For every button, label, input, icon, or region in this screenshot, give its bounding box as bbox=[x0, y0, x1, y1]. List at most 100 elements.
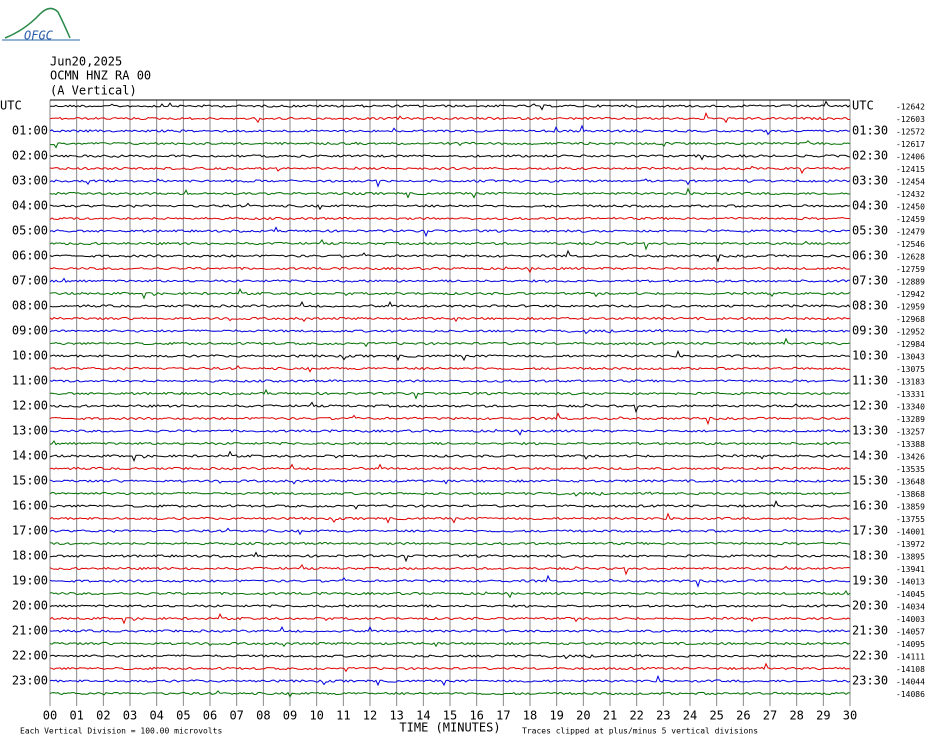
offset-label: -12984 bbox=[896, 340, 925, 349]
right-time-label: 09:30 bbox=[852, 324, 888, 338]
left-time-label: 14:00 bbox=[12, 449, 48, 463]
left-time-label: 08:00 bbox=[12, 299, 48, 313]
trace bbox=[49, 674, 851, 687]
trace bbox=[49, 277, 851, 283]
trace bbox=[49, 527, 851, 536]
offset-label: -12942 bbox=[896, 290, 925, 299]
trace bbox=[49, 379, 851, 383]
right-time-label: 13:30 bbox=[852, 424, 888, 438]
offset-label: -12952 bbox=[896, 328, 925, 337]
offset-label: -13043 bbox=[896, 353, 925, 362]
trace bbox=[49, 653, 851, 660]
trace bbox=[49, 463, 851, 471]
left-time-label: 10:00 bbox=[12, 349, 48, 363]
x-tick-label: 15 bbox=[443, 709, 457, 723]
x-tick-label: 08 bbox=[256, 709, 270, 723]
x-tick-label: 24 bbox=[683, 709, 697, 723]
right-time-label: 04:30 bbox=[852, 199, 888, 213]
trace bbox=[49, 401, 851, 414]
offset-label: -14013 bbox=[896, 578, 925, 587]
right-time-label: 18:30 bbox=[852, 549, 888, 563]
x-tick-label: 18 bbox=[523, 709, 537, 723]
x-tick-label: 10 bbox=[309, 709, 323, 723]
trace bbox=[49, 316, 851, 323]
offset-label: -14108 bbox=[896, 665, 925, 674]
left-time-label: 03:00 bbox=[12, 174, 48, 188]
trace bbox=[49, 563, 851, 576]
left-time-label: 19:00 bbox=[12, 574, 48, 588]
x-tick-label: 12 bbox=[363, 709, 377, 723]
trace bbox=[49, 500, 851, 510]
left-time-label: 04:00 bbox=[12, 199, 48, 213]
offset-label: -13972 bbox=[896, 540, 925, 549]
right-time-label: 17:30 bbox=[852, 524, 888, 538]
trace bbox=[49, 124, 851, 136]
right-time-label: 03:30 bbox=[852, 174, 888, 188]
right-time-label: 05:30 bbox=[852, 224, 888, 238]
right-time-label: 11:30 bbox=[852, 374, 888, 388]
x-tick-label: 11 bbox=[336, 709, 350, 723]
trace bbox=[49, 541, 851, 546]
offset-label: -14001 bbox=[896, 528, 925, 537]
x-tick-label: 27 bbox=[763, 709, 777, 723]
trace bbox=[49, 154, 851, 161]
offset-label: -13426 bbox=[896, 453, 925, 462]
offset-label: -12642 bbox=[896, 103, 925, 112]
trace bbox=[49, 412, 851, 426]
offset-label: -14095 bbox=[896, 640, 925, 649]
right-time-label: 16:30 bbox=[852, 499, 888, 513]
right-time-label: 23:30 bbox=[852, 674, 888, 688]
trace bbox=[49, 111, 850, 124]
x-tick-label: 26 bbox=[736, 709, 750, 723]
offset-label: -12968 bbox=[896, 315, 925, 324]
trace bbox=[49, 249, 851, 263]
trace bbox=[49, 479, 851, 485]
trace bbox=[49, 604, 851, 608]
right-time-label: 02:30 bbox=[852, 149, 888, 163]
x-tick-label: 21 bbox=[603, 709, 617, 723]
x-axis-title: TIME (MINUTES) bbox=[399, 721, 500, 735]
left-time-label: 13:00 bbox=[12, 424, 48, 438]
offset-label: -13075 bbox=[896, 365, 925, 374]
right-time-label: 21:30 bbox=[852, 624, 888, 638]
trace bbox=[49, 266, 851, 274]
offset-label: -13388 bbox=[896, 440, 925, 449]
left-time-label: 02:00 bbox=[12, 149, 48, 163]
left-time-label: 23:00 bbox=[12, 674, 48, 688]
x-tick-label: 19 bbox=[549, 709, 563, 723]
left-time-label: UTC bbox=[0, 99, 22, 113]
trace bbox=[49, 238, 851, 251]
trace bbox=[49, 440, 851, 446]
x-tick-label: 00 bbox=[43, 709, 57, 723]
right-time-label: 19:30 bbox=[852, 574, 888, 588]
offset-label: -13895 bbox=[896, 553, 925, 562]
component: (A Vertical) bbox=[50, 84, 137, 98]
station: OCMN HNZ RA 00 bbox=[50, 69, 151, 83]
offset-label: -14057 bbox=[896, 628, 925, 637]
offset-label: -14034 bbox=[896, 603, 925, 612]
x-tick-label: 23 bbox=[656, 709, 670, 723]
offset-label: -12479 bbox=[896, 228, 925, 237]
left-time-label: 09:00 bbox=[12, 324, 48, 338]
clip-note: Traces clipped at plus/minus 5 vertical … bbox=[522, 727, 758, 736]
trace bbox=[49, 625, 851, 633]
trace bbox=[49, 226, 851, 238]
left-time-label: 17:00 bbox=[12, 524, 48, 538]
offset-label: -12959 bbox=[896, 303, 925, 312]
offset-label: -13183 bbox=[896, 378, 925, 387]
offset-label: -12889 bbox=[896, 278, 925, 287]
offset-label: -14086 bbox=[896, 690, 925, 699]
right-time-label: 12:30 bbox=[852, 399, 888, 413]
trace bbox=[49, 612, 851, 625]
offset-label: -13535 bbox=[896, 465, 925, 474]
offset-label: -13257 bbox=[896, 428, 925, 437]
trace bbox=[50, 140, 851, 149]
right-time-label: 22:30 bbox=[852, 649, 888, 663]
x-tick-label: 22 bbox=[629, 709, 643, 723]
offset-label: -12617 bbox=[896, 140, 925, 149]
offset-label: -12603 bbox=[896, 115, 925, 124]
left-time-label: 21:00 bbox=[12, 624, 48, 638]
left-time-label: 15:00 bbox=[12, 474, 48, 488]
x-tick-label: 17 bbox=[496, 709, 510, 723]
